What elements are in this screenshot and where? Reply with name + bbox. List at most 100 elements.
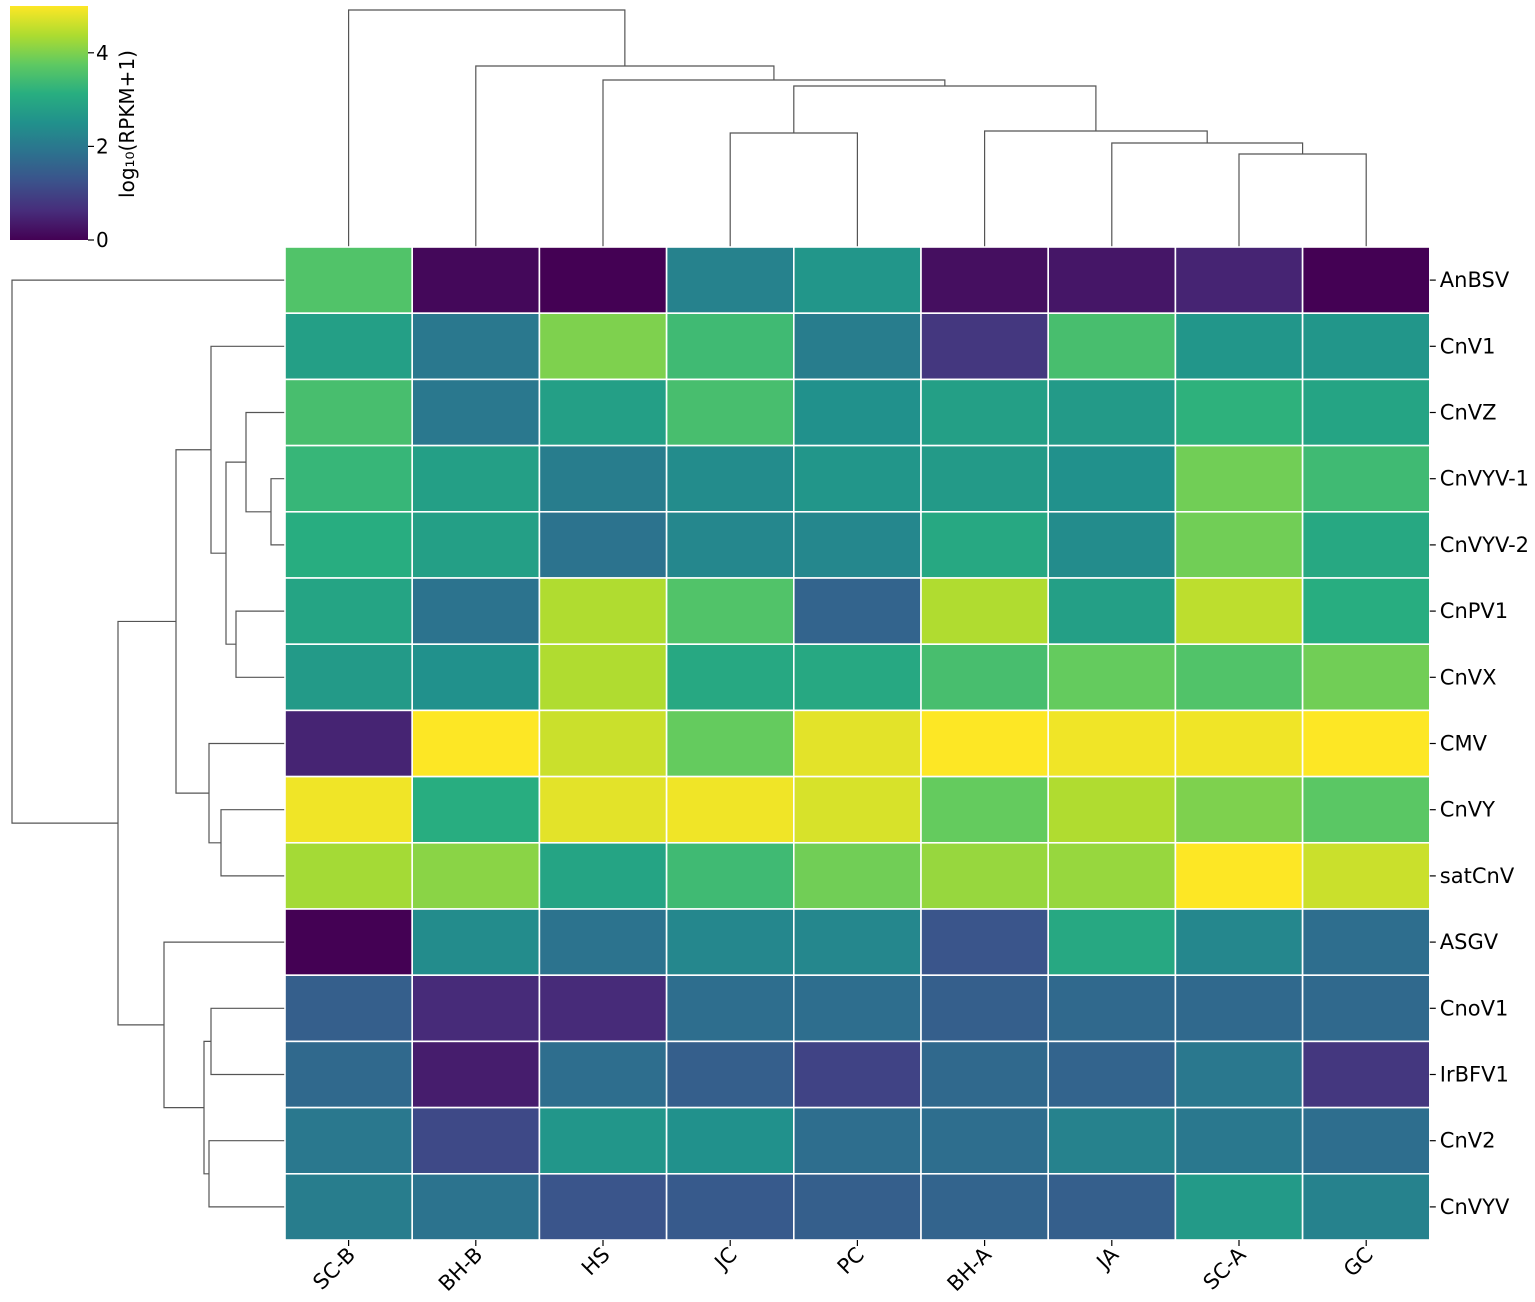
heatmap-cell [1301,312,1431,381]
row-dendrogram-link [117,620,176,1026]
heatmap-cell [411,577,541,645]
heatmap-cell [920,312,1049,381]
heatmap-cell [920,1106,1049,1175]
heatmap-cell [284,312,413,381]
row-labels: AnBSV CnV1 CnVZ CnVYV-1 CnVYV-2 CnPV1 CnVX CMV C… [1429,268,1529,1219]
heatmap-cell [411,312,541,381]
heatmap-cell [665,1106,795,1175]
row-label: satCnV [1440,864,1515,888]
heatmap-cell [1174,1106,1304,1175]
row-dendrogram-link [175,449,211,794]
column-label: GC [1339,1243,1378,1282]
heatmap-cell [920,577,1049,645]
heatmap-cell [920,709,1049,778]
heatmap-cell [1301,1173,1431,1241]
row-dendrogram-link [163,941,285,1109]
heatmap-cell [411,1173,541,1241]
row-dendrogram [11,279,285,1208]
heatmap-cell [1301,974,1431,1043]
row-dendrogram-link [210,1007,285,1076]
colorbar: 0 2 4 log₁₀(RPKM+1) [10,6,139,252]
row-dendrogram-link [203,1040,211,1175]
heatmap-cell [538,841,668,910]
heatmap-cell [920,643,1049,712]
heatmap-cell [920,1173,1049,1241]
heatmap-cell [665,908,795,976]
heatmap-cell [1301,577,1431,645]
heatmap-cell [920,908,1049,976]
heatmap-cell [665,510,795,579]
heatmap-cell [411,775,541,844]
colorbar-gradient [10,6,88,240]
heatmap-cell [538,312,668,381]
heatmap-cell [665,312,795,381]
heatmap-cell [1047,312,1177,381]
row-label: CnPV1 [1440,599,1508,623]
heatmap-cell [1301,775,1431,844]
column-dendrogram-link [348,9,626,247]
colorbar-tick-label: 2 [96,134,109,158]
heatmap-cell [411,510,541,579]
heatmap-cell [1301,510,1431,579]
heatmap-cell [1301,709,1431,778]
heatmap-cell [411,908,541,976]
heatmap-cell [920,841,1049,910]
heatmap-cell [1047,1173,1177,1241]
row-label: CnVZ [1440,401,1497,425]
heatmap-cell [538,1173,668,1241]
colorbar-tick-label: 0 [96,228,109,252]
heatmap-cell [1047,908,1177,976]
heatmap-cell [792,1173,922,1241]
column-labels: SC-B BH-B HS JC PC BH-A JA SC-A GC [308,1240,1378,1296]
column-dendrogram-link [475,65,775,247]
row-label: CMV [1440,732,1488,756]
heatmap-cell [538,378,668,447]
heatmap-cell [411,1106,541,1175]
colorbar-tick-label: 4 [96,41,109,65]
heatmap-cell [411,246,541,314]
heatmap-cell [284,643,413,712]
row-label: IrBFV1 [1440,1063,1509,1087]
heatmap-cell [1174,709,1304,778]
row-label: AnBSV [1440,268,1510,292]
heatmap-cell [665,378,795,447]
heatmap-cell [665,709,795,778]
heatmap-cell [1301,908,1431,976]
heatmap-cell [538,1040,668,1109]
row-label: CnVYV-2 [1440,533,1529,557]
heatmap-cell [1047,246,1177,314]
heatmap-cell [1301,444,1431,513]
heatmap-cell [284,378,413,447]
heatmap-cell [920,378,1049,447]
heatmap-cell [1174,1040,1304,1109]
column-label: SC-A [1199,1242,1251,1294]
heatmap-cell [284,1106,413,1175]
heatmap-cell [284,709,413,778]
heatmap-cell [1047,510,1177,579]
heatmap-cell [284,775,413,844]
heatmap-cell [284,908,413,976]
column-label: HS [577,1243,615,1281]
heatmap-cell [920,775,1049,844]
heatmap-cell [1174,312,1304,381]
heatmap-cell [411,841,541,910]
row-label: CnV2 [1440,1129,1496,1153]
column-dendrogram-link [1238,153,1367,247]
heatmap-cell [1047,643,1177,712]
heatmap-cell [1047,974,1177,1043]
heatmap-cell [792,246,922,314]
heatmap-cell [284,974,413,1043]
heatmap-cell [792,1106,922,1175]
heatmap-cell [538,246,668,314]
heatmap-cell [792,378,922,447]
heatmap-cell [1047,841,1177,910]
heatmap-cell [665,974,795,1043]
heatmap-cell [792,312,922,381]
heatmap-cells [284,246,1431,1241]
row-label: CnV1 [1440,334,1496,358]
heatmap-cell [1174,1173,1304,1241]
heatmap-cell [284,1173,413,1241]
heatmap-cell [284,444,413,513]
column-label: BH-A [943,1242,997,1296]
